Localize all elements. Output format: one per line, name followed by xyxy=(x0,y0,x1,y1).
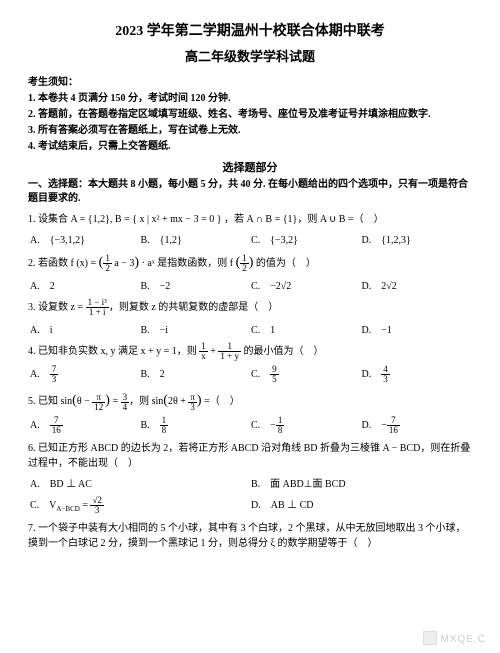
q3-post: ，则复数 z 的共轭复数的虚部是（ ） xyxy=(109,302,278,313)
q3-opt-d: D. −1 xyxy=(362,321,473,336)
q4-options: A. 73 B. 2 C. 95 D. 43 xyxy=(28,365,472,384)
q4-post: 的最小值为（ ） xyxy=(241,346,324,357)
q4-opt-b: B. 2 xyxy=(141,365,252,384)
q3-text: 3. 设复数 z = 1 − i³1 + i，则复数 z 的共轭复数的虚部是（ … xyxy=(28,298,472,317)
q5-opt-a: A. 716 xyxy=(30,416,141,435)
q2-pre: 2. 若函数 f (x) = xyxy=(28,258,99,269)
q2-options: A. 2 B. −2 C. −2√2 D. 2√2 xyxy=(28,277,472,292)
q4-opt-d: D. 43 xyxy=(362,365,473,384)
part1-instruction: 一、选择题：本大题共 8 小题，每小题 5 分，共 40 分. 在每小题给出的四… xyxy=(28,178,472,206)
q3-pre: 3. 设复数 z = xyxy=(28,302,86,313)
q5-options: A. 716 B. 18 C. −18 D. −716 xyxy=(28,416,472,435)
q3-opt-a: A. i xyxy=(30,321,141,336)
q3-opt-b: B. −i xyxy=(141,321,252,336)
q4-opt-a: A. 73 xyxy=(30,365,141,384)
q1-opt-c: C. {−3,2} xyxy=(251,231,362,246)
q2-text: 2. 若函数 f (x) = (12 a − 3) · aˣ 是指数函数，则 f… xyxy=(28,252,472,273)
q6-options-row2: C. VA−BCD = √23 D. AB ⊥ CD xyxy=(28,496,472,515)
main-title: 2023 学年第二学期温州十校联合体期中联考 xyxy=(28,20,472,40)
q2-opt-d: D. 2√2 xyxy=(362,277,473,292)
watermark: MXQE.C xyxy=(441,634,486,645)
q5-post: =（ ） xyxy=(202,396,240,407)
q5-mid2: ，则 sin xyxy=(129,396,163,407)
q2-opt-c: C. −2√2 xyxy=(251,277,362,292)
q1-opt-a: A. {−3,1,2} xyxy=(30,231,141,246)
q6-options-row1: A. BD ⊥ AC B. 面 ABD⊥面 BCD xyxy=(28,475,472,490)
q7-text: 7. 一个袋子中装有大小相同的 5 个小球，其中有 3 个白球，2 个黑球，从中… xyxy=(28,521,472,551)
q3-options: A. i B. −i C. 1 D. −1 xyxy=(28,321,472,336)
notice-item: 3. 所有答案必须写在答题纸上，写在试卷上无效. xyxy=(28,124,472,137)
q6-opt-b: B. 面 ABD⊥面 BCD xyxy=(251,475,472,490)
q6-opt-a: A. BD ⊥ AC xyxy=(30,475,251,490)
q5-opt-c: C. −18 xyxy=(251,416,362,435)
q5-text: 5. 已知 sin(θ − π12) = 34，则 sin(2θ + π3) =… xyxy=(28,390,472,411)
q6-text: 6. 已知正方形 ABCD 的边长为 2，若将正方形 ABCD 沿对角线 BD … xyxy=(28,441,472,471)
q3-opt-c: C. 1 xyxy=(251,321,362,336)
thumbnail-icon xyxy=(423,631,437,645)
q5-opt-b: B. 18 xyxy=(141,416,252,435)
q2-mid: · aˣ 是指数函数，则 f xyxy=(139,258,236,269)
q6-opt-d: D. AB ⊥ CD xyxy=(251,496,472,515)
notice-header: 考生须知： xyxy=(28,73,472,88)
q1-opt-b: B. {1,2} xyxy=(141,231,252,246)
q5-opt-d: D. −716 xyxy=(362,416,473,435)
q1-opt-d: D. {1,2,3} xyxy=(362,231,473,246)
q1-text: 1. 设集合 A = {1,2}, B = { x | x² + mx − 3 … xyxy=(28,212,472,227)
q5-mid: = xyxy=(110,396,121,407)
q2-post: 的值为（ ） xyxy=(253,258,316,269)
q1-options: A. {−3,1,2} B. {1,2} C. {−3,2} D. {1,2,3… xyxy=(28,231,472,246)
notice-item: 4. 考试结束后，只需上交答题纸. xyxy=(28,140,472,153)
q4-opt-c: C. 95 xyxy=(251,365,362,384)
q2-opt-b: B. −2 xyxy=(141,277,252,292)
q2-opt-a: A. 2 xyxy=(30,277,141,292)
notice-item: 2. 答题前，在答题卷指定区域填写班级、姓名、考场号、座位号及准考证号并填涂相应… xyxy=(28,108,472,121)
q5-pre: 5. 已知 sin xyxy=(28,396,72,407)
section-header: 选择题部分 xyxy=(28,159,472,175)
q4-pre: 4. 已知非负实数 x, y 满足 x + y = 1，则 xyxy=(28,346,199,357)
q4-text: 4. 已知非负实数 x, y 满足 x + y = 1，则 1x + 11 + … xyxy=(28,342,472,361)
notice-item: 1. 本卷共 4 页满分 150 分，考试时间 120 分钟. xyxy=(28,92,472,105)
q6-opt-c: C. VA−BCD = √23 xyxy=(30,496,251,515)
sub-title: 高二年级数学学科试题 xyxy=(28,46,472,65)
